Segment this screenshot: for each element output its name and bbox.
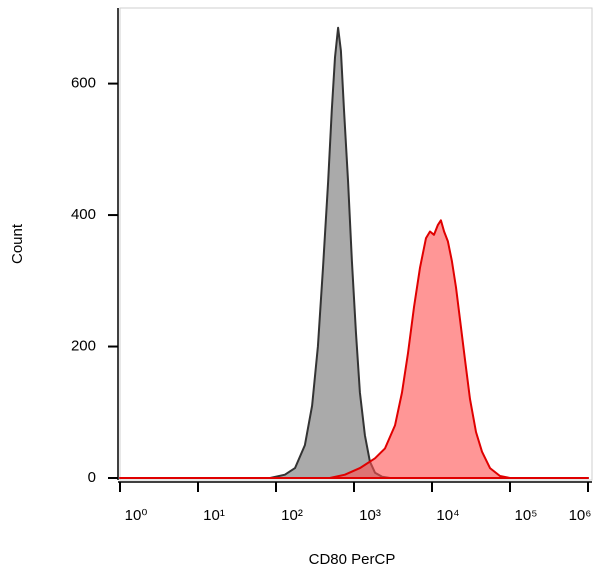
x-tick-label: 10²	[281, 507, 303, 524]
histogram-area	[119, 26, 589, 479]
x-tick-label: 10⁴	[436, 507, 459, 524]
x-tick-label: 10⁰	[125, 507, 148, 524]
x-tick-label: 10⁵	[515, 507, 538, 524]
y-tick-label: 200	[71, 338, 96, 355]
histogram-area	[119, 219, 589, 479]
x-tick-label: 10³	[359, 507, 381, 524]
plot-frame	[119, 7, 593, 481]
x-tick-label: 10¹	[203, 507, 225, 524]
y-tick-label: 600	[71, 75, 96, 92]
y-axis-label: Count	[9, 223, 26, 264]
x-tick-label: 10⁶	[569, 507, 592, 524]
y-tick-label: 400	[71, 206, 96, 223]
x-axis-label: CD80 PerCP	[309, 551, 396, 568]
y-tick-label: 0	[88, 469, 96, 486]
